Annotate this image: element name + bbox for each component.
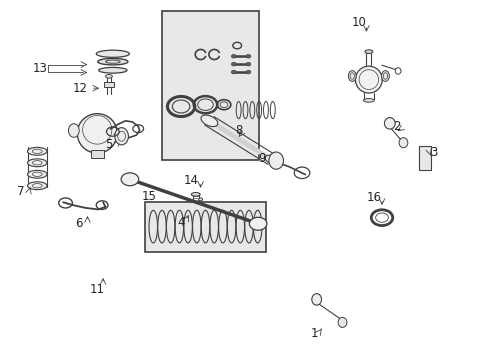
Ellipse shape: [381, 71, 388, 81]
Ellipse shape: [27, 147, 47, 155]
Circle shape: [245, 54, 250, 58]
Text: 16: 16: [366, 191, 381, 204]
Circle shape: [231, 70, 236, 74]
Ellipse shape: [115, 128, 128, 145]
Text: 7: 7: [18, 185, 25, 198]
Text: 6: 6: [75, 216, 82, 230]
Text: 3: 3: [429, 145, 436, 158]
Text: 2: 2: [392, 121, 400, 134]
Text: 8: 8: [234, 124, 242, 137]
Ellipse shape: [347, 71, 355, 81]
Ellipse shape: [77, 114, 117, 153]
Circle shape: [245, 70, 250, 74]
Ellipse shape: [99, 67, 127, 73]
Circle shape: [231, 62, 236, 66]
Ellipse shape: [268, 152, 283, 169]
Ellipse shape: [27, 182, 47, 190]
Circle shape: [249, 217, 266, 230]
Ellipse shape: [201, 115, 217, 127]
Ellipse shape: [96, 50, 129, 57]
Text: 13: 13: [32, 62, 47, 75]
Text: 5: 5: [105, 138, 112, 150]
Ellipse shape: [198, 198, 202, 201]
Ellipse shape: [27, 159, 47, 167]
Ellipse shape: [264, 155, 280, 165]
Text: 12: 12: [73, 82, 87, 95]
Ellipse shape: [364, 50, 372, 53]
Bar: [161, 12, 259, 160]
Text: 15: 15: [142, 190, 157, 203]
Ellipse shape: [337, 318, 346, 327]
Text: 14: 14: [183, 174, 198, 186]
Ellipse shape: [355, 66, 382, 93]
Ellipse shape: [363, 99, 373, 102]
Bar: [91, 150, 103, 158]
Text: 9: 9: [257, 152, 265, 165]
Ellipse shape: [27, 170, 47, 178]
Bar: [418, 145, 430, 170]
Text: 10: 10: [351, 16, 366, 29]
Bar: [144, 202, 266, 252]
Ellipse shape: [398, 138, 407, 148]
Ellipse shape: [384, 118, 394, 129]
Ellipse shape: [191, 193, 200, 196]
Ellipse shape: [68, 124, 79, 137]
Text: 1: 1: [310, 327, 317, 340]
Circle shape: [121, 173, 139, 186]
Circle shape: [231, 54, 236, 58]
Circle shape: [245, 62, 250, 66]
Ellipse shape: [105, 75, 112, 78]
Ellipse shape: [98, 58, 128, 65]
Bar: [104, 82, 114, 87]
Ellipse shape: [311, 294, 321, 305]
Text: 4: 4: [177, 216, 184, 229]
Text: 11: 11: [90, 283, 104, 296]
